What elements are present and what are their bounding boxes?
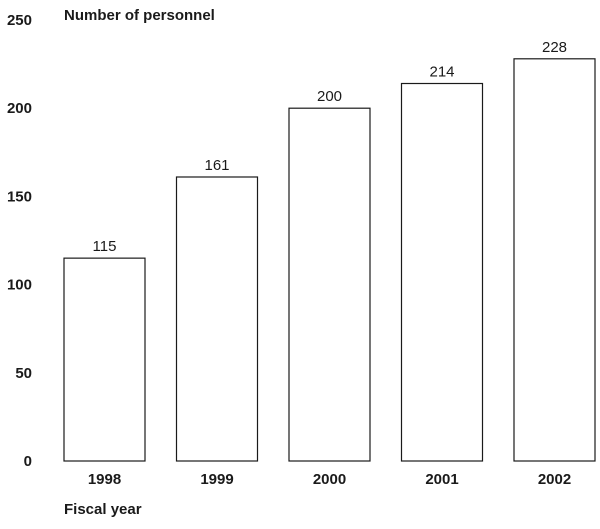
x-tick-label: 2001 <box>425 471 458 488</box>
data-labels-group: 115 161 200 214 228 <box>93 39 567 255</box>
y-tick-label: 200 <box>7 100 32 117</box>
y-tick-label: 0 <box>24 453 32 470</box>
data-label: 200 <box>317 88 342 105</box>
x-tick-label: 2000 <box>313 471 346 488</box>
bar-1998 <box>63 257 146 462</box>
y-tick-label: 250 <box>7 12 32 29</box>
y-axis-label: Number of personnel <box>64 7 215 24</box>
y-axis-ticks: 0 50 100 150 200 250 <box>7 12 32 470</box>
y-tick-label: 150 <box>7 188 32 205</box>
bar-2002 <box>513 58 596 462</box>
x-tick-label: 2002 <box>538 471 571 488</box>
y-tick-label: 100 <box>7 277 32 294</box>
data-label: 115 <box>93 238 117 255</box>
bar-1999 <box>175 176 259 462</box>
x-tick-label: 1998 <box>88 471 121 488</box>
data-label: 214 <box>429 64 454 81</box>
x-axis-label: Fiscal year <box>64 501 142 518</box>
x-axis-ticks: 1998 1999 2000 2001 2002 <box>88 471 571 488</box>
data-label: 161 <box>204 157 229 174</box>
data-label: 228 <box>542 39 567 56</box>
bar-2001 <box>400 82 484 462</box>
x-tick-label: 1999 <box>200 471 233 488</box>
bars-group <box>63 58 596 462</box>
y-tick-label: 50 <box>15 365 32 382</box>
bar-2000 <box>288 107 371 462</box>
